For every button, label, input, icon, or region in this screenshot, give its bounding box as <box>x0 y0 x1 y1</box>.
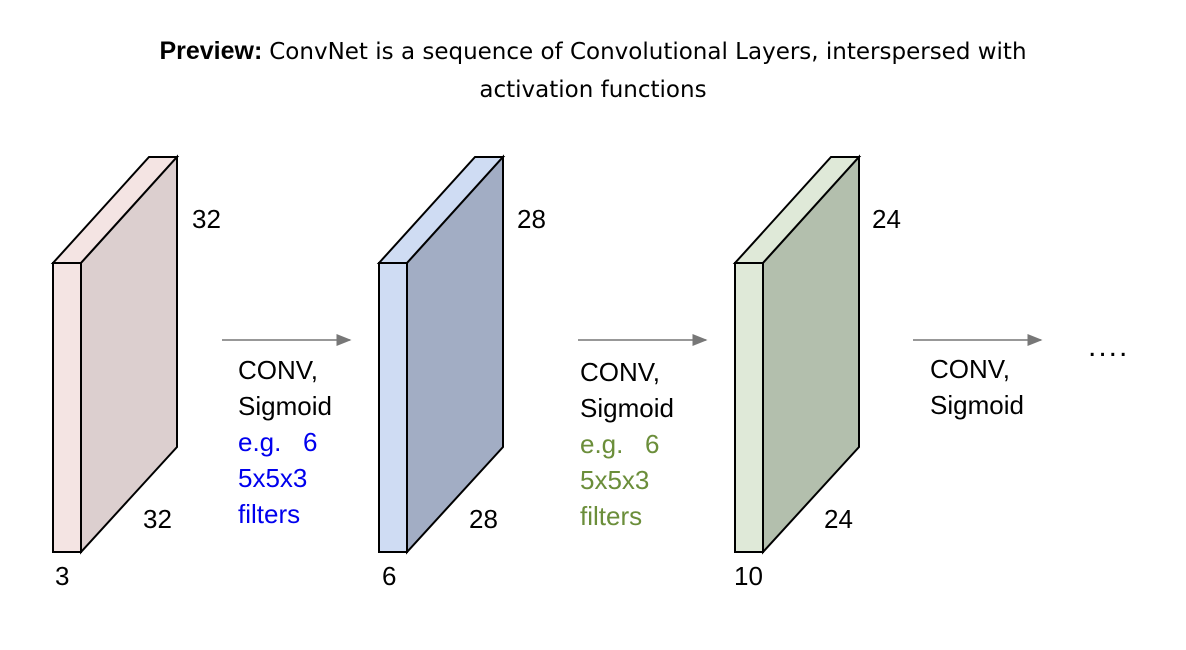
op-3-text: CONV, Sigmoid <box>930 351 1024 423</box>
op-1-example-line2: 5x5x3 <box>238 463 308 493</box>
op-1-text: CONV, Sigmoid e.g. 6 5x5x3 filters <box>238 352 332 532</box>
volume-3-front <box>734 262 764 553</box>
op-2-example-line3: filters <box>580 501 643 531</box>
diagram-title: Preview: ConvNet is a sequence of Convol… <box>0 32 1186 109</box>
op-2-line1: CONV, <box>580 357 660 387</box>
volume-1-depth-label: 3 <box>55 561 70 591</box>
volume-2-width-label: 28 <box>469 504 498 534</box>
volume-1-front <box>52 262 82 553</box>
volume-1-width-label: 32 <box>143 504 172 534</box>
ellipsis: .... <box>1088 330 1130 363</box>
volume-2-front <box>378 262 408 553</box>
volume-2 <box>376 154 506 555</box>
volume-3-depth-label: 10 <box>734 561 763 591</box>
op-1-line1: CONV, <box>238 355 318 385</box>
volume-3 <box>732 154 862 555</box>
op-1-example-line1: e.g. 6 <box>238 427 318 457</box>
op-3-line2: Sigmoid <box>930 390 1024 420</box>
op-1-line2: Sigmoid <box>238 391 332 421</box>
op-2-text: CONV, Sigmoid e.g. 6 5x5x3 filters <box>580 354 674 534</box>
volume-1 <box>50 154 180 555</box>
op-3-line1: CONV, <box>930 354 1010 384</box>
title-bold: Preview: <box>159 37 263 65</box>
op-2-example-line2: 5x5x3 <box>580 465 650 495</box>
op-2-example-line1: e.g. 6 <box>580 429 660 459</box>
volume-3-height-label: 24 <box>872 204 901 234</box>
title-line1: ConvNet is a sequence of Convolutional L… <box>269 39 1027 65</box>
volume-1-height-label: 32 <box>192 204 221 234</box>
volume-3-width-label: 24 <box>824 504 853 534</box>
volume-2-height-label: 28 <box>517 204 546 234</box>
op-2-line2: Sigmoid <box>580 393 674 423</box>
title-line2: activation functions <box>479 77 707 103</box>
op-1-example-line3: filters <box>238 499 301 529</box>
volume-2-depth-label: 6 <box>382 561 397 591</box>
